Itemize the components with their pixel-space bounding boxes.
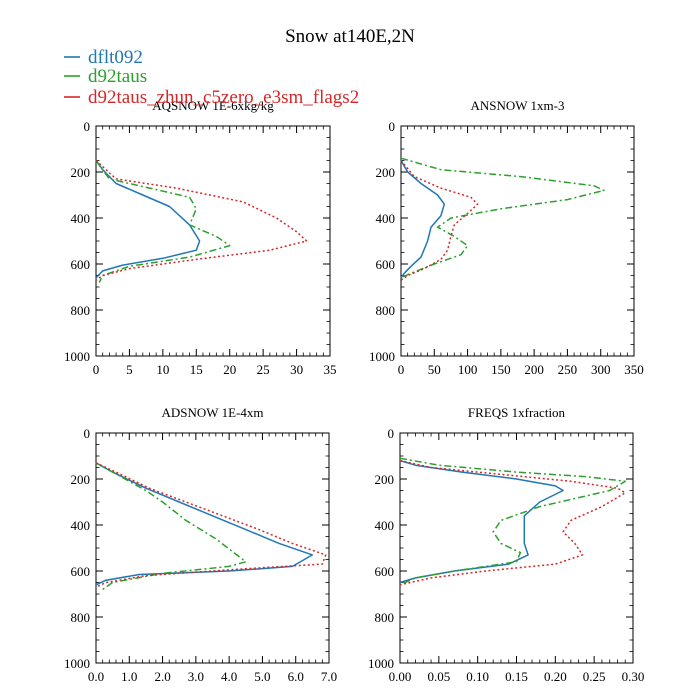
x-tick-label: 6.0 (288, 669, 304, 684)
x-tick-label: 0.00 (389, 669, 412, 684)
series-line-d92taus (399, 457, 626, 586)
x-tick-label: 0.30 (622, 669, 645, 684)
y-tick-label: 200 (375, 472, 395, 487)
series-line-dflt092 (400, 160, 446, 279)
y-tick-label: 400 (71, 211, 91, 226)
series-line-dflt092 (95, 160, 201, 279)
x-tick-label: 0 (398, 362, 405, 377)
x-tick-label: 20 (223, 362, 236, 377)
series-line-d92taus (95, 462, 247, 591)
panel-title: FREQS 1xfraction (468, 405, 566, 420)
x-tick-label: 0.15 (505, 669, 528, 684)
panel-title: ANSNOW 1xm-3 (470, 98, 564, 113)
y-tick-label: 600 (71, 564, 91, 579)
y-tick-label: 200 (71, 472, 91, 487)
x-tick-label: 25 (257, 362, 270, 377)
plot-frame (400, 125, 635, 357)
legend-label-d92taus: d92taus (88, 66, 147, 87)
y-tick-label: 800 (376, 303, 396, 318)
x-tick-label: 0.25 (583, 669, 606, 684)
series-line-d92taus-zhun-c5zero-e3sm-flags2 (95, 462, 327, 588)
x-tick-label: 1.0 (121, 669, 137, 684)
y-tick-label: 600 (376, 257, 396, 272)
panel-title: ADSNOW 1E-4xm (162, 405, 264, 420)
x-tick-label: 5 (126, 362, 133, 377)
series-line-d92taus-zhun-c5zero-e3sm-flags2 (400, 160, 479, 281)
y-tick-label: 200 (71, 165, 91, 180)
plot-frame (95, 125, 331, 357)
x-tick-label: 0.05 (427, 669, 450, 684)
y-tick-label: 600 (375, 564, 395, 579)
series-line-d92taus-zhun-c5zero-e3sm-flags2 (95, 159, 308, 281)
legend-label-d92taus-zhun: d92taus_zhun_c5zero_e3sm_flags2 (88, 87, 359, 108)
x-tick-label: 7.0 (321, 669, 337, 684)
x-tick-label: 15 (190, 362, 203, 377)
y-tick-label: 1000 (64, 349, 90, 364)
x-tick-label: 0.10 (466, 669, 489, 684)
series-line-dflt092 (399, 459, 564, 584)
y-tick-label: 1000 (369, 349, 395, 364)
x-tick-label: 200 (524, 362, 544, 377)
x-tick-label: 2.0 (154, 669, 170, 684)
panel-freqs: FREQS 1xfraction 0.00 0.05 0.10 0.15 0.20 0.25… (368, 405, 644, 684)
x-tick-label: 0 (93, 362, 100, 377)
x-tick-label: 50 (428, 362, 441, 377)
y-tick-label: 0 (84, 426, 91, 441)
y-tick-label: 1000 (64, 656, 90, 671)
x-tick-label: 35 (324, 362, 337, 377)
y-tick-label: 0 (84, 119, 91, 134)
legend: dflt092 d92taus d92taus_zhun_c5zero_e3sm… (64, 47, 359, 108)
y-tick-label: 800 (71, 303, 91, 318)
series-line-d92taus (400, 157, 605, 279)
x-tick-label: 250 (558, 362, 578, 377)
x-tick-label: 4.0 (221, 669, 237, 684)
y-tick-label: 1000 (368, 656, 394, 671)
x-tick-label: 10 (156, 362, 169, 377)
y-tick-label: 400 (376, 211, 396, 226)
panel-ansnow: ANSNOW 1xm-3 0 50 100 150 200 250 300 350 0 200 400… (369, 98, 644, 377)
x-tick-label: 0.20 (544, 669, 567, 684)
y-tick-label: 0 (389, 119, 396, 134)
y-tick-label: 0 (388, 426, 395, 441)
x-tick-label: 30 (290, 362, 303, 377)
y-tick-label: 400 (375, 518, 395, 533)
figure-title: Snow at140E,2N (285, 26, 415, 47)
panel-aqsnow: AQSNOW 1E-6xkg/kg 0 5 10 15 20 25 30 35 0 200 400 60… (64, 98, 337, 377)
series-line-d92taus (95, 160, 231, 283)
x-tick-label: 350 (624, 362, 644, 377)
x-tick-label: 100 (458, 362, 478, 377)
y-tick-label: 800 (375, 610, 395, 625)
x-tick-label: 0.0 (88, 669, 104, 684)
legend-label-dflt092: dflt092 (88, 47, 143, 68)
panel-title: AQSNOW 1E-6xkg/kg (152, 98, 274, 113)
y-tick-label: 800 (71, 610, 91, 625)
y-tick-label: 600 (71, 257, 91, 272)
panel-adsnow: ADSNOW 1E-4xm 0.0 1.0 2.0 3.0 4.0 5.0 6.0 7.0 0 20… (64, 405, 337, 684)
x-tick-label: 5.0 (254, 669, 270, 684)
x-tick-label: 3.0 (188, 669, 204, 684)
y-tick-label: 400 (71, 518, 91, 533)
x-tick-label: 150 (491, 362, 511, 377)
y-tick-label: 200 (376, 165, 396, 180)
x-tick-label: 300 (591, 362, 611, 377)
series-line-d92taus-zhun-c5zero-e3sm-flags2 (399, 459, 626, 586)
series-line-dflt092 (95, 462, 314, 586)
